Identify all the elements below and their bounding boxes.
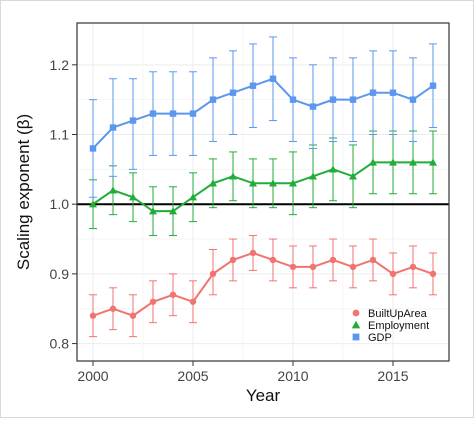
data-point-gdp [289,96,297,103]
data-point-employment [389,158,397,166]
series-gdp [89,36,437,198]
data-point-employment [89,200,97,208]
data-point-builtuparea [169,291,177,298]
data-point-employment [109,186,117,194]
data-point-gdp [249,82,257,89]
data-point-employment [309,172,317,180]
data-point-gdp [189,110,197,117]
data-point-builtuparea [329,256,337,264]
x-tick-label: 2005 [177,368,208,384]
data-point-builtuparea [149,298,157,305]
data-point-gdp [349,96,357,103]
data-point-gdp [409,96,417,103]
data-point-gdp [109,124,117,131]
data-point-builtuparea [129,312,137,319]
data-point-gdp [309,103,317,110]
x-tick-label: 2010 [277,368,308,384]
data-point-gdp [429,82,437,89]
data-point-builtuparea [189,298,197,305]
data-point-employment [429,158,437,166]
data-point-gdp [209,96,217,103]
series-line-builtuparea [92,251,434,317]
data-point-employment [229,172,237,180]
data-point-gdp [129,117,137,124]
y-tick-label: 1.2 [50,57,70,73]
y-tick-label: 1.1 [50,127,70,143]
data-point-builtuparea [109,305,117,312]
data-point-gdp [149,110,157,117]
series-layer [89,36,437,338]
data-point-employment [249,179,257,187]
data-point-employment [209,179,217,187]
data-point-employment [269,179,277,187]
series-builtuparea [89,235,437,338]
data-point-builtuparea [289,263,297,271]
data-point-builtuparea [369,256,377,264]
series-line-gdp [92,77,434,150]
data-point-builtuparea [409,263,417,271]
series-line-employment [92,161,433,213]
data-point-employment [369,158,377,166]
data-point-gdp [89,145,97,152]
data-point-builtuparea [269,256,277,264]
plot-panel [77,23,449,361]
data-point-gdp [369,89,377,96]
data-point-gdp [229,89,237,96]
data-point-gdp [329,96,337,103]
legend-label-employment: Employment [368,320,429,332]
x-axis-ticks: 2000 2005 2010 2015 [77,361,409,384]
y-axis-title: Scaling exponent (β) [14,114,33,270]
data-point-employment [169,207,177,215]
x-tick-label: 2000 [77,368,108,384]
x-tick-label: 2015 [377,368,408,384]
data-point-builtuparea [89,312,97,319]
y-axis-ticks: 0.8 0.9 1.0 1.1 1.2 [50,57,77,352]
data-point-employment [189,193,197,201]
data-point-gdp [269,75,277,82]
data-point-builtuparea [229,256,237,264]
data-point-employment [329,165,337,173]
data-point-employment [349,172,357,180]
y-tick-label: 1.0 [50,196,70,212]
x-axis-title: Year [246,386,281,405]
data-point-builtuparea [249,249,257,257]
data-point-employment [289,179,297,187]
data-point-gdp [389,89,397,96]
data-point-employment [149,207,157,215]
y-tick-label: 0.9 [50,266,70,282]
data-point-builtuparea [309,263,317,271]
legend-key-employment [351,320,361,329]
data-point-builtuparea [389,270,397,278]
data-point-employment [409,158,417,166]
data-point-employment [129,193,137,201]
y-tick-label: 0.8 [50,336,70,352]
legend-label-gdp: GDP [368,332,392,344]
legend-key-gdp [352,333,360,341]
data-point-builtuparea [349,263,357,271]
data-point-builtuparea [209,270,217,278]
data-point-builtuparea [429,270,437,278]
plot-border [76,22,450,362]
legend-label-builtuparea: BuiltUpArea [368,308,428,320]
legend-key-builtuparea [352,309,360,317]
data-point-gdp [169,110,177,117]
